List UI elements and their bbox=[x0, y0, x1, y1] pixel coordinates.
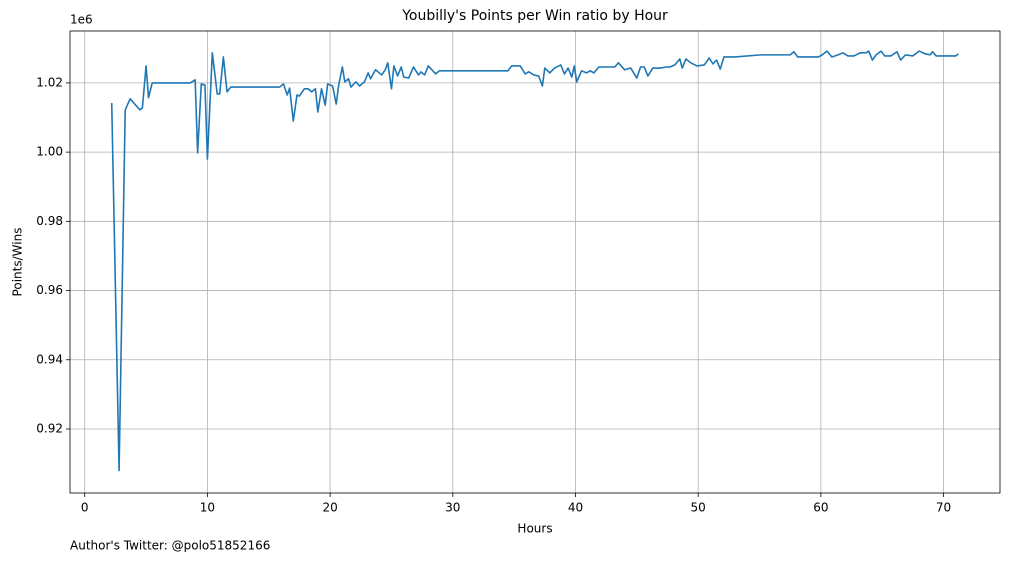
x-tick-label: 70 bbox=[936, 501, 951, 515]
y-offset-label: 1e6 bbox=[70, 13, 93, 27]
y-tick-label: 0.94 bbox=[36, 352, 63, 366]
y-tick-label: 1.00 bbox=[36, 145, 63, 159]
data-line bbox=[110, 50, 959, 472]
caption: Author's Twitter: @polo51852166 bbox=[70, 539, 270, 553]
x-tick-label: 40 bbox=[568, 501, 583, 515]
x-axis-label: Hours bbox=[517, 522, 552, 536]
plot-frame bbox=[69, 30, 1001, 494]
chart-title: Youbilly's Points per Win ratio by Hour bbox=[401, 8, 668, 24]
x-tick-label: 50 bbox=[691, 501, 706, 515]
y-tick-label: 0.96 bbox=[36, 283, 63, 297]
x-tick-label: 20 bbox=[322, 501, 337, 515]
y-tick-label: 1.02 bbox=[36, 75, 63, 89]
x-tick-label: 10 bbox=[200, 501, 215, 515]
x-tick-label: 30 bbox=[445, 501, 460, 515]
y-tick-label: 0.92 bbox=[36, 421, 63, 435]
y-tick-label: 0.98 bbox=[36, 214, 63, 228]
x-tick-label: 0 bbox=[81, 501, 89, 515]
x-tick-label: 60 bbox=[813, 501, 828, 515]
y-axis-label: Points/Wins bbox=[11, 228, 25, 297]
